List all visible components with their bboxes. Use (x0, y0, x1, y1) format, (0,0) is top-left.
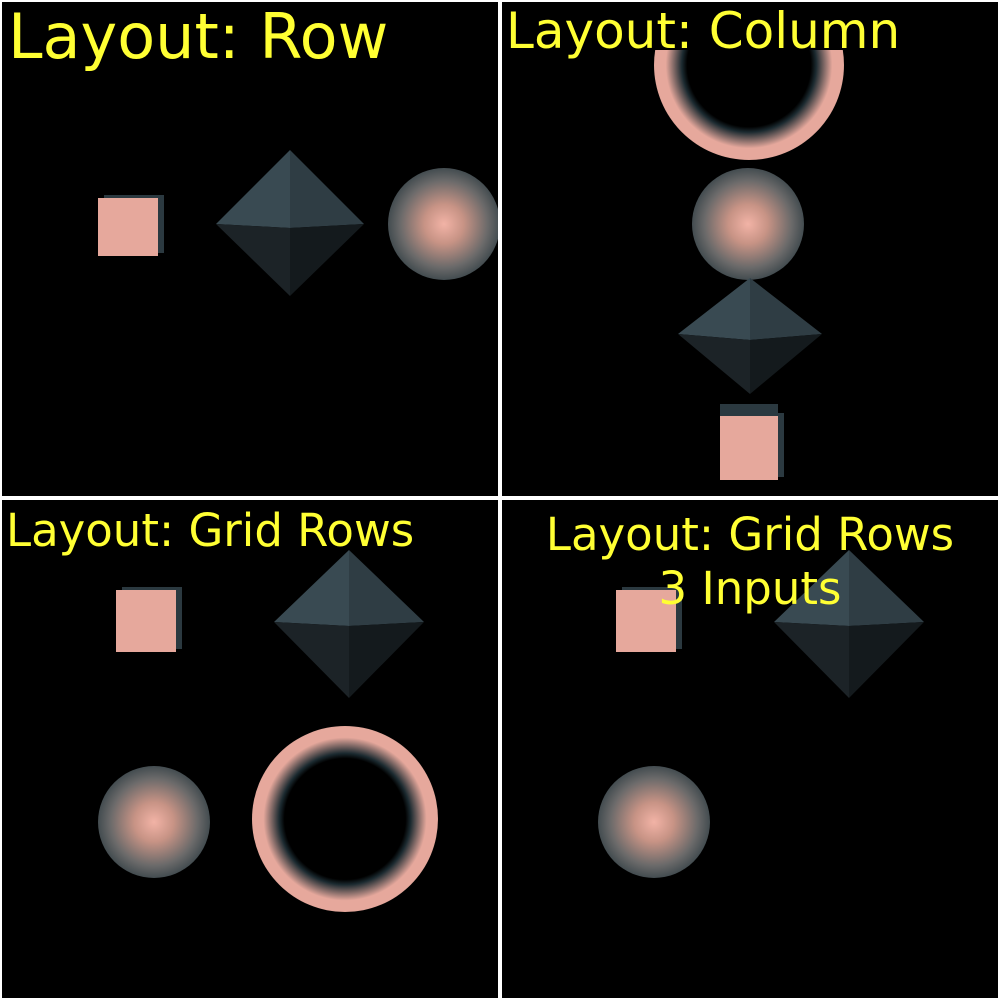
sphere-shape (692, 168, 804, 280)
sphere-shape (388, 168, 498, 280)
panel-layout-grid-rows-3-inputs: Layout: Grid Rows 3 Inputs (502, 500, 998, 998)
panel-title: Layout: Row (8, 2, 389, 73)
panel-title: Layout: Grid Rows (6, 504, 415, 557)
panel-title: Layout: Column (506, 2, 901, 60)
panel-title: Layout: Grid Rows 3 Inputs (545, 508, 955, 615)
cube-shape (98, 198, 158, 256)
panel-layout-row: Layout: Row (2, 2, 498, 496)
torus-shape (654, 50, 844, 160)
cube-shape (720, 404, 778, 480)
panel-layout-column: Layout: Column (502, 2, 998, 496)
cube-shape (116, 590, 176, 652)
octahedron-shape (216, 150, 364, 298)
cube-shape (616, 590, 676, 652)
octahedron-shape (678, 278, 822, 394)
octahedron-shape (274, 550, 424, 700)
cube-top-face (720, 404, 778, 416)
panel-layout-grid-rows: Layout: Grid Rows (2, 500, 498, 998)
torus-clip (652, 50, 846, 166)
sphere-shape (598, 766, 710, 878)
octahedron-shape (774, 550, 924, 700)
sphere-shape (98, 766, 210, 878)
torus-shape (252, 726, 438, 912)
